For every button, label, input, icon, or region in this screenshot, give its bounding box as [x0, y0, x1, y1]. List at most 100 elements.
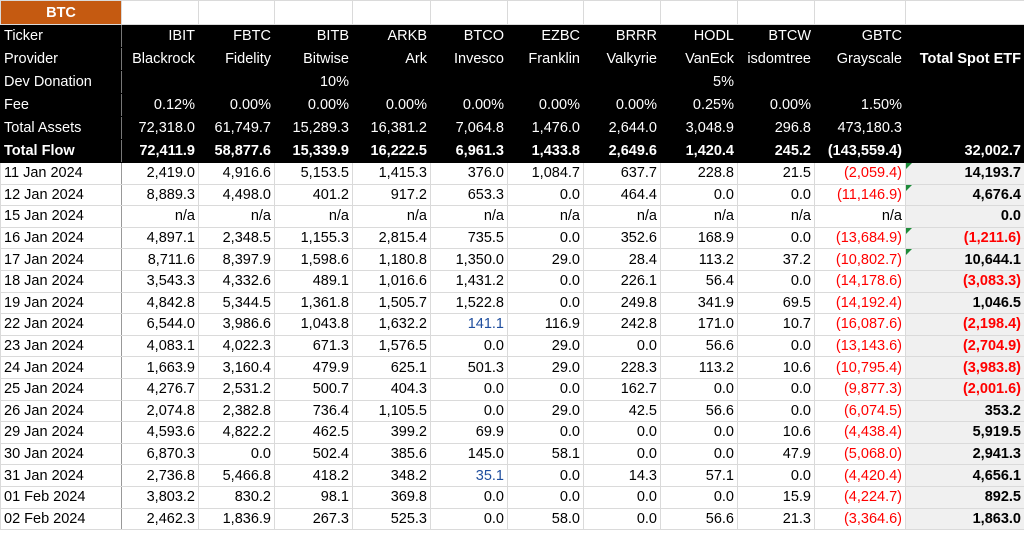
- cell[interactable]: [660, 0, 738, 25]
- header-cell[interactable]: 1,476.0: [507, 116, 584, 140]
- header-cell[interactable]: 72,318.0: [121, 116, 199, 140]
- flow-cell[interactable]: 58.1: [507, 442, 584, 466]
- flow-cell[interactable]: 171.0: [660, 313, 738, 336]
- flow-cell[interactable]: 1,632.2: [352, 313, 431, 336]
- flow-cell[interactable]: 1,522.8: [430, 291, 508, 315]
- flow-cell[interactable]: n/a: [737, 205, 815, 228]
- flow-cell[interactable]: 29.0: [507, 356, 584, 379]
- flow-cell[interactable]: (4,224.7): [814, 485, 906, 509]
- flow-cell[interactable]: n/a: [352, 205, 431, 228]
- date-cell[interactable]: 25 Jan 2024: [0, 377, 122, 401]
- header-cell[interactable]: BTCO: [430, 24, 508, 48]
- flow-cell[interactable]: 4,842.8: [121, 291, 199, 315]
- flow-cell[interactable]: 58.0: [507, 507, 584, 531]
- flow-cell[interactable]: 2,074.8: [121, 399, 199, 423]
- total-flow-cell[interactable]: 892.5: [905, 485, 1024, 509]
- total-flow-cell[interactable]: 0.0: [905, 205, 1024, 228]
- flow-cell[interactable]: 69.5: [737, 291, 815, 315]
- flow-cell[interactable]: 399.2: [352, 421, 431, 444]
- date-cell[interactable]: 30 Jan 2024: [0, 442, 122, 466]
- cell[interactable]: [274, 0, 353, 25]
- flow-cell[interactable]: 0.0: [583, 442, 661, 466]
- flow-cell[interactable]: n/a: [507, 205, 584, 228]
- header-cell[interactable]: Grayscale: [814, 47, 906, 71]
- header-cell[interactable]: 0.12%: [121, 93, 199, 117]
- date-cell[interactable]: 29 Jan 2024: [0, 421, 122, 444]
- flow-cell[interactable]: 1,415.3: [352, 162, 431, 185]
- flow-cell[interactable]: n/a: [430, 205, 508, 228]
- header-cell[interactable]: EZBC: [507, 24, 584, 48]
- flow-cell[interactable]: 249.8: [583, 291, 661, 315]
- header-cell[interactable]: 58,877.6: [198, 139, 275, 163]
- flow-cell[interactable]: 0.0: [198, 442, 275, 466]
- flow-cell[interactable]: 0.0: [660, 485, 738, 509]
- flow-cell[interactable]: 3,543.3: [121, 269, 199, 293]
- total-flow-cell[interactable]: 1,863.0: [905, 507, 1024, 531]
- header-cell[interactable]: 6,961.3: [430, 139, 508, 163]
- header-cell[interactable]: [905, 70, 1024, 94]
- header-cell[interactable]: FBTC: [198, 24, 275, 48]
- flow-cell[interactable]: 418.2: [274, 464, 353, 487]
- flow-cell[interactable]: (14,178.6): [814, 269, 906, 293]
- header-cell[interactable]: 1,433.8: [507, 139, 584, 163]
- flow-cell[interactable]: (5,068.0): [814, 442, 906, 466]
- flow-cell[interactable]: 0.0: [737, 334, 815, 358]
- header-cell[interactable]: 2,644.0: [583, 116, 661, 140]
- header-cell[interactable]: isdomtree: [737, 47, 815, 71]
- flow-cell[interactable]: 4,897.1: [121, 226, 199, 250]
- header-cell[interactable]: Franklin: [507, 47, 584, 71]
- flow-cell[interactable]: 2,462.3: [121, 507, 199, 531]
- flow-cell[interactable]: 4,822.2: [198, 421, 275, 444]
- total-flow-cell[interactable]: 4,656.1: [905, 464, 1024, 487]
- cell[interactable]: [737, 0, 815, 25]
- flow-cell[interactable]: 0.0: [507, 485, 584, 509]
- flow-cell[interactable]: 830.2: [198, 485, 275, 509]
- row-label-cell[interactable]: Fee: [0, 93, 122, 117]
- flow-cell[interactable]: 10.7: [737, 313, 815, 336]
- flow-cell[interactable]: 401.2: [274, 183, 353, 207]
- header-cell[interactable]: [905, 93, 1024, 117]
- header-cell[interactable]: 0.00%: [198, 93, 275, 117]
- flow-cell[interactable]: n/a: [198, 205, 275, 228]
- flow-cell[interactable]: 57.1: [660, 464, 738, 487]
- header-cell[interactable]: [121, 70, 199, 94]
- flow-cell[interactable]: 0.0: [507, 421, 584, 444]
- flow-cell[interactable]: 0.0: [430, 485, 508, 509]
- date-cell[interactable]: 01 Feb 2024: [0, 485, 122, 509]
- flow-cell[interactable]: (14,192.4): [814, 291, 906, 315]
- flow-cell[interactable]: 0.0: [737, 399, 815, 423]
- flow-cell[interactable]: 4,083.1: [121, 334, 199, 358]
- flow-cell[interactable]: 47.9: [737, 442, 815, 466]
- flow-cell[interactable]: (3,364.6): [814, 507, 906, 531]
- flow-cell[interactable]: 0.0: [660, 377, 738, 401]
- flow-cell[interactable]: 10.6: [737, 356, 815, 379]
- row-label-cell[interactable]: Ticker: [0, 24, 122, 48]
- flow-cell[interactable]: 56.6: [660, 399, 738, 423]
- flow-cell[interactable]: 0.0: [507, 226, 584, 250]
- header-cell[interactable]: BTCW: [737, 24, 815, 48]
- flow-cell[interactable]: 0.0: [660, 442, 738, 466]
- flow-cell[interactable]: 637.7: [583, 162, 661, 185]
- flow-cell[interactable]: (11,146.9): [814, 183, 906, 207]
- flow-cell[interactable]: 145.0: [430, 442, 508, 466]
- header-cell[interactable]: GBTC: [814, 24, 906, 48]
- date-cell[interactable]: 22 Jan 2024: [0, 313, 122, 336]
- flow-cell[interactable]: (2,059.4): [814, 162, 906, 185]
- flow-cell[interactable]: 98.1: [274, 485, 353, 509]
- header-cell[interactable]: 2,649.6: [583, 139, 661, 163]
- flow-cell[interactable]: 1,350.0: [430, 248, 508, 271]
- header-cell[interactable]: 3,048.9: [660, 116, 738, 140]
- flow-cell[interactable]: 489.1: [274, 269, 353, 293]
- flow-cell[interactable]: 1,043.8: [274, 313, 353, 336]
- flow-cell[interactable]: (16,087.6): [814, 313, 906, 336]
- flow-cell[interactable]: 2,348.5: [198, 226, 275, 250]
- flow-cell[interactable]: 653.3: [430, 183, 508, 207]
- flow-cell[interactable]: 56.4: [660, 269, 738, 293]
- flow-cell[interactable]: 0.0: [430, 334, 508, 358]
- flow-cell[interactable]: n/a: [274, 205, 353, 228]
- flow-cell[interactable]: 352.6: [583, 226, 661, 250]
- flow-cell[interactable]: 735.5: [430, 226, 508, 250]
- flow-cell[interactable]: 113.2: [660, 248, 738, 271]
- date-cell[interactable]: 19 Jan 2024: [0, 291, 122, 315]
- header-cell[interactable]: [198, 70, 275, 94]
